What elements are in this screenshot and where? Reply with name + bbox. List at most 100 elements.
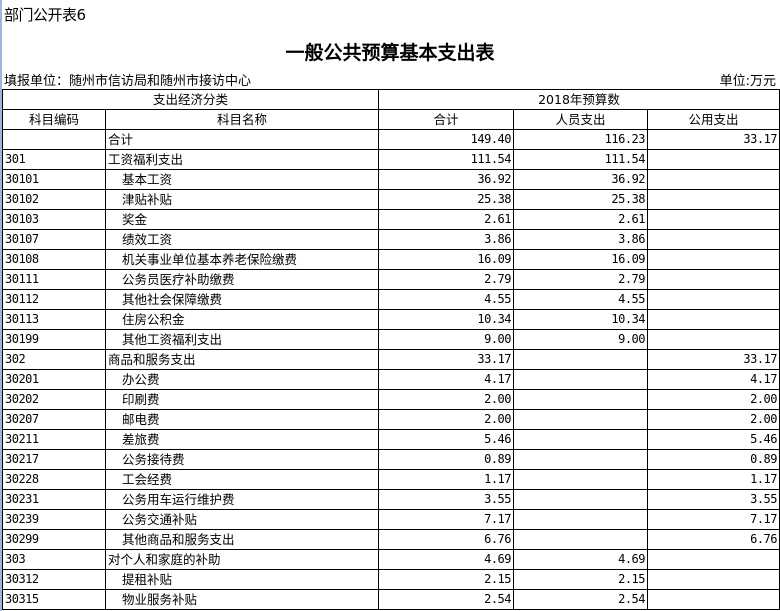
cell-total: 25.38 — [378, 189, 515, 210]
cell-personnel: 4.69 — [513, 549, 649, 570]
cell-public — [647, 249, 780, 270]
col-header-code: 科目编码 — [2, 109, 106, 130]
cell-total: 4.69 — [378, 549, 515, 570]
cell-public: 33.17 — [647, 129, 780, 150]
cell-personnel — [513, 509, 649, 530]
cell-total: 2.15 — [378, 569, 515, 590]
cell-code: 303 — [2, 549, 106, 570]
cell-total: 149.40 — [378, 129, 515, 150]
cell-name: 提租补贴 — [104, 569, 380, 590]
cell-public — [647, 309, 780, 330]
cell-code: 30103 — [2, 209, 106, 230]
cell-name: 机关事业单位基本养老保险缴费 — [104, 249, 380, 270]
cell-personnel — [513, 489, 649, 510]
cell-code — [2, 129, 106, 150]
cell-code: 30228 — [2, 469, 106, 490]
cell-code: 30315 — [2, 589, 106, 610]
table-row: 30211 差旅费 5.46 5.46 — [2, 429, 780, 450]
cell-public — [647, 149, 780, 170]
table-row: 30199 其他工资福利支出 9.00 9.00 — [2, 329, 780, 350]
cell-personnel — [513, 469, 649, 490]
cell-name: 合计 — [104, 129, 380, 150]
cell-code: 30217 — [2, 449, 106, 470]
cell-public: 5.46 — [647, 429, 780, 450]
cell-code: 301 — [2, 149, 106, 170]
cell-personnel: 2.15 — [513, 569, 649, 590]
cell-name: 其他工资福利支出 — [104, 329, 380, 350]
cell-public: 33.17 — [647, 349, 780, 370]
table-row: 30107 绩效工资 3.86 3.86 — [2, 229, 780, 250]
currency-unit: 单位:万元 — [719, 74, 776, 89]
cell-personnel — [513, 529, 649, 550]
sheet-id: 部门公开表6 — [4, 6, 86, 24]
header-columns-row: 科目编码 科目名称 合计 人员支出 公用支出 — [2, 109, 780, 130]
table-row: 30102 津贴补贴 25.38 25.38 — [2, 189, 780, 210]
cell-personnel — [513, 449, 649, 470]
cell-public: 3.55 — [647, 489, 780, 510]
cell-public: 0.89 — [647, 449, 780, 470]
cell-name: 邮电费 — [104, 409, 380, 430]
cell-personnel: 2.54 — [513, 589, 649, 610]
cell-total: 6.76 — [378, 529, 515, 550]
table-row: 合计 149.40 116.23 33.17 — [2, 129, 780, 150]
cell-total: 3.55 — [378, 489, 515, 510]
cell-name: 其他社会保障缴费 — [104, 289, 380, 310]
cell-public — [647, 269, 780, 290]
cell-code: 30239 — [2, 509, 106, 530]
cell-public: 6.76 — [647, 529, 780, 550]
cell-name: 公务接待费 — [104, 449, 380, 470]
cell-public — [647, 209, 780, 230]
cell-total: 2.00 — [378, 409, 515, 430]
cell-total: 2.79 — [378, 269, 515, 290]
cell-total: 2.61 — [378, 209, 515, 230]
cell-name: 物业服务补贴 — [104, 589, 380, 610]
cell-name: 办公费 — [104, 369, 380, 390]
page-title: 一般公共预算基本支出表 — [285, 42, 495, 64]
cell-total: 0.89 — [378, 449, 515, 470]
cell-personnel: 3.86 — [513, 229, 649, 250]
cell-total: 36.92 — [378, 169, 515, 190]
cell-personnel — [513, 409, 649, 430]
cell-name: 津贴补贴 — [104, 189, 380, 210]
cell-code: 30108 — [2, 249, 106, 270]
cell-personnel: 2.61 — [513, 209, 649, 230]
cell-public — [647, 569, 780, 590]
table-row: 30207 邮电费 2.00 2.00 — [2, 409, 780, 430]
cell-total: 16.09 — [378, 249, 515, 270]
reporting-unit: 填报单位：随州市信访局和随州市接访中心 — [4, 74, 252, 89]
cell-personnel: 4.55 — [513, 289, 649, 310]
cell-personnel: 9.00 — [513, 329, 649, 350]
cell-public — [647, 289, 780, 310]
table-row: 301 工资福利支出 111.54 111.54 — [2, 149, 780, 170]
table-row: 30231 公务用车运行维护费 3.55 3.55 — [2, 489, 780, 510]
cell-name: 公务用车运行维护费 — [104, 489, 380, 510]
table-row: 30108 机关事业单位基本养老保险缴费 16.09 16.09 — [2, 249, 780, 270]
cell-total: 5.46 — [378, 429, 515, 450]
cell-code: 302 — [2, 349, 106, 370]
cell-personnel — [513, 369, 649, 390]
cell-name: 公务员医疗补助缴费 — [104, 269, 380, 290]
cell-public — [647, 229, 780, 250]
cell-code: 30207 — [2, 409, 106, 430]
cell-code: 30299 — [2, 529, 106, 550]
table-row: 30312 提租补贴 2.15 2.15 — [2, 569, 780, 590]
cell-code: 30112 — [2, 289, 106, 310]
table-row: 30217 公务接待费 0.89 0.89 — [2, 449, 780, 470]
cell-personnel: 111.54 — [513, 149, 649, 170]
cell-name: 公务交通补贴 — [104, 509, 380, 530]
cell-name: 商品和服务支出 — [104, 349, 380, 370]
cell-public — [647, 189, 780, 210]
cell-public — [647, 329, 780, 350]
table-row: 30201 办公费 4.17 4.17 — [2, 369, 780, 390]
cell-personnel: 36.92 — [513, 169, 649, 190]
cell-public: 2.00 — [647, 409, 780, 430]
cell-personnel: 25.38 — [513, 189, 649, 210]
cell-personnel — [513, 389, 649, 410]
cell-personnel: 16.09 — [513, 249, 649, 270]
cell-total: 2.00 — [378, 389, 515, 410]
table-row: 30103 奖金 2.61 2.61 — [2, 209, 780, 230]
window-left-edge — [0, 0, 2, 611]
cell-public: 7.17 — [647, 509, 780, 530]
cell-public — [647, 549, 780, 570]
cell-total: 7.17 — [378, 509, 515, 530]
